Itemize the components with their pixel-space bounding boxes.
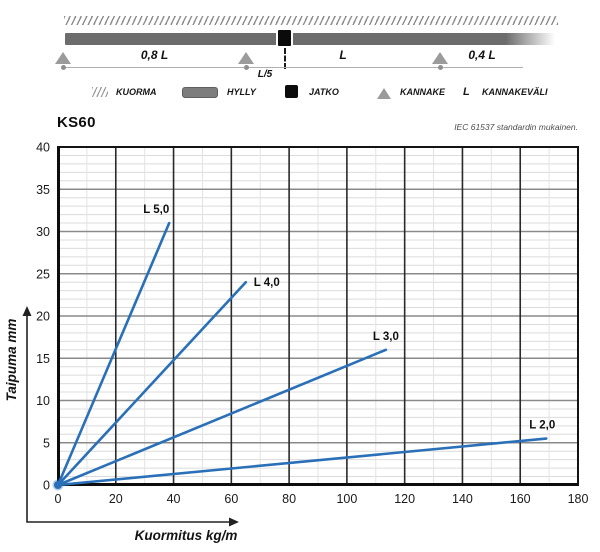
legend-label-hylly: HYLLY bbox=[227, 87, 256, 97]
dimension-dot bbox=[244, 65, 249, 70]
series-label: L 5,0 bbox=[143, 204, 169, 216]
shelf-load-schematic: 0,8 L L 0,4 L L/5 KUORMA HYLLY JATKO KAN… bbox=[0, 0, 600, 110]
legend-L-symbol: L bbox=[463, 86, 470, 98]
legend-label-jatko: JATKO bbox=[309, 87, 339, 97]
y-tick-label: 10 bbox=[36, 394, 50, 408]
series-label: L 2,0 bbox=[529, 420, 555, 432]
joint-offset-label: L/5 bbox=[257, 69, 273, 80]
span-label-04L: 0,4 L bbox=[468, 48, 496, 62]
dimension-dot bbox=[438, 65, 443, 70]
y-tick-label: 15 bbox=[36, 352, 50, 366]
dimension-line bbox=[63, 67, 523, 68]
deflection-chart: L 5,0L 4,0L 3,0L 2,00 20 40 60 80 100 120 140 16… bbox=[4, 141, 589, 544]
bracket-icon bbox=[432, 52, 448, 64]
load-hatch-strip bbox=[64, 16, 558, 25]
dimension-dot bbox=[61, 65, 66, 70]
origin-dot bbox=[54, 481, 62, 489]
y-tick-label: 0 bbox=[43, 479, 50, 493]
span-label-L: L bbox=[339, 48, 347, 62]
x-tick-label: 0 bbox=[55, 492, 62, 506]
bracket-icon bbox=[55, 52, 71, 64]
x-axis-title: Kuormitus kg/m bbox=[135, 528, 238, 543]
y-tick-label: 25 bbox=[36, 267, 50, 281]
x-tick-label: 40 bbox=[167, 492, 181, 506]
axis-arrow-up-icon bbox=[22, 306, 32, 316]
series-line bbox=[56, 280, 248, 487]
shelf-bar bbox=[65, 33, 560, 45]
x-tick-label: 100 bbox=[336, 492, 357, 506]
legend-shelf-icon bbox=[182, 87, 218, 98]
axis-arrow-line bbox=[26, 314, 231, 523]
bracket-icon bbox=[238, 52, 254, 64]
y-tick-label: 20 bbox=[36, 310, 50, 324]
series-line bbox=[56, 437, 548, 487]
x-tick-label: 80 bbox=[282, 492, 296, 506]
legend-bracket-icon bbox=[377, 88, 391, 99]
series-label: L 4,0 bbox=[254, 277, 280, 289]
y-tick-label: 5 bbox=[43, 436, 50, 450]
span-label-08L: 0,8 L bbox=[140, 48, 169, 62]
x-tick-label: 140 bbox=[452, 492, 473, 506]
y-axis-title: Taipuma mm bbox=[4, 319, 19, 402]
axis-arrow-right-icon bbox=[229, 517, 239, 527]
y-tick-label: 40 bbox=[36, 141, 50, 155]
page-title: KS60 bbox=[57, 114, 96, 131]
series-line bbox=[56, 348, 388, 487]
legend-joint-icon bbox=[285, 85, 298, 98]
y-tick-label: 35 bbox=[36, 183, 50, 197]
series-label: L 3,0 bbox=[373, 331, 399, 343]
x-tick-label: 120 bbox=[394, 492, 415, 506]
joint-marker bbox=[276, 28, 293, 48]
legend-label-kannake: KANNAKE bbox=[400, 87, 445, 97]
standard-note: IEC 61537 standardin mukainen. bbox=[454, 122, 578, 132]
x-tick-label: 180 bbox=[568, 492, 589, 506]
legend-label-kuorma: KUORMA bbox=[116, 87, 157, 97]
x-tick-label: 60 bbox=[224, 492, 238, 506]
legend-label-kannakevali: KANNAKEVÄLI bbox=[482, 87, 548, 97]
x-tick-label: 160 bbox=[510, 492, 531, 506]
y-tick-label: 30 bbox=[36, 225, 50, 239]
series-line bbox=[56, 221, 171, 487]
x-tick-label: 20 bbox=[109, 492, 123, 506]
legend-hatch-icon bbox=[92, 87, 108, 97]
joint-dashed-line bbox=[284, 48, 286, 69]
